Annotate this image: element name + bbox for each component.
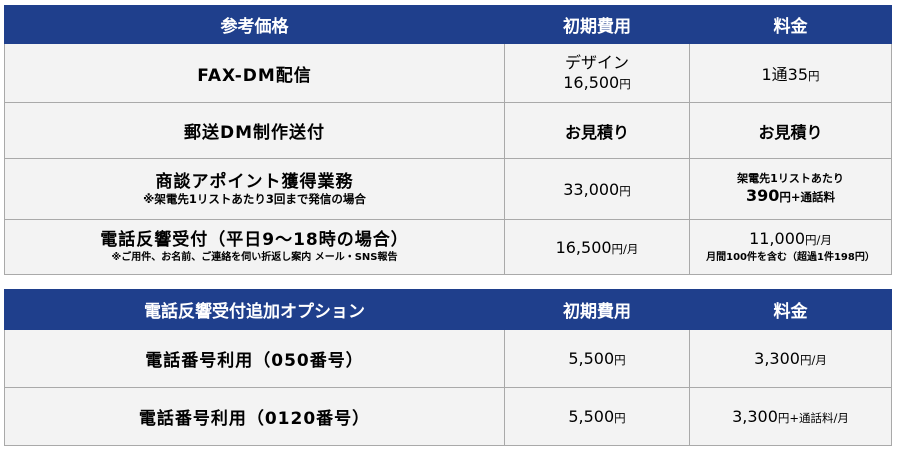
row-fee-fax-dm: 1通35円 bbox=[689, 43, 892, 103]
table-row: 電話番号利用（0120番号） 5,500円 3,300円+通話料/月 bbox=[4, 387, 892, 446]
row-item-fax-dm: FAX-DM配信 bbox=[4, 43, 505, 103]
header-item: 参考価格 bbox=[4, 5, 505, 44]
row-initial-phone-reception: 16,500円/月 bbox=[504, 219, 690, 275]
row-fee-0120: 3,300円+通話料/月 bbox=[689, 387, 892, 446]
table-header-row: 参考価格 初期費用 料金 bbox=[4, 5, 892, 44]
header-fee: 料金 bbox=[689, 5, 892, 44]
reference-price-table: 参考価格 初期費用 料金 FAX-DM配信 デザイン 16,500円 1通35円… bbox=[4, 5, 892, 275]
row-initial-fax-dm: デザイン 16,500円 bbox=[504, 43, 690, 103]
fee-note: 月間100件を含む（超過1件198円） bbox=[706, 252, 875, 263]
header-initial-cost: 初期費用 bbox=[504, 5, 690, 44]
row-initial-050: 5,500円 bbox=[504, 329, 690, 388]
table-row: 電話番号利用（050番号） 5,500円 3,300円/月 bbox=[4, 329, 892, 388]
item-note: ※架電先1リストあたり3回まで発信の場合 bbox=[143, 191, 366, 206]
table-row: 商談アポイント獲得業務 ※架電先1リストあたり3回まで発信の場合 33,000円… bbox=[4, 158, 892, 220]
item-note: ※ご用件、お名前、ご連絡を伺い折返し案内 メール・SNS報告 bbox=[111, 251, 398, 263]
row-initial-0120: 5,500円 bbox=[504, 387, 690, 446]
header-initial-cost: 初期費用 bbox=[504, 289, 690, 330]
initial-value: 16,500 bbox=[563, 72, 620, 92]
table-row: 電話反響受付（平日9～18時の場合） ※ご用件、お名前、ご連絡を伺い折返し案内 … bbox=[4, 219, 892, 275]
row-item-050: 電話番号利用（050番号） bbox=[4, 329, 505, 388]
row-fee-appointment: 架電先1リストあたり 390円+通話料 bbox=[689, 158, 892, 220]
fee-unit: 円 bbox=[808, 69, 820, 83]
row-item-appointment: 商談アポイント獲得業務 ※架電先1リストあたり3回まで発信の場合 bbox=[4, 158, 505, 220]
row-initial-postal-dm: お見積り bbox=[504, 102, 690, 159]
header-fee: 料金 bbox=[689, 289, 892, 330]
initial-unit: 円 bbox=[619, 76, 631, 91]
fee-value: 1通35 bbox=[761, 65, 809, 84]
table-row: 郵送DM制作送付 お見積り お見積り bbox=[4, 102, 892, 159]
row-item-postal-dm: 郵送DM制作送付 bbox=[4, 102, 505, 159]
table-row: FAX-DM配信 デザイン 16,500円 1通35円 bbox=[4, 43, 892, 103]
row-item-0120: 電話番号利用（0120番号） bbox=[4, 387, 505, 446]
row-fee-phone-reception: 11,000円/月 月間100件を含む（超過1件198円） bbox=[689, 219, 892, 275]
initial-line1: デザイン bbox=[564, 52, 629, 72]
row-fee-postal-dm: お見積り bbox=[689, 102, 892, 159]
header-item: 電話反響受付追加オプション bbox=[4, 289, 505, 330]
row-item-phone-reception: 電話反響受付（平日9～18時の場合） ※ご用件、お名前、ご連絡を伺い折返し案内 … bbox=[4, 219, 505, 275]
table-header-row: 電話反響受付追加オプション 初期費用 料金 bbox=[4, 289, 892, 330]
row-initial-appointment: 33,000円 bbox=[504, 158, 690, 220]
option-price-table: 電話反響受付追加オプション 初期費用 料金 電話番号利用（050番号） 5,50… bbox=[4, 289, 892, 446]
row-fee-050: 3,300円/月 bbox=[689, 329, 892, 388]
